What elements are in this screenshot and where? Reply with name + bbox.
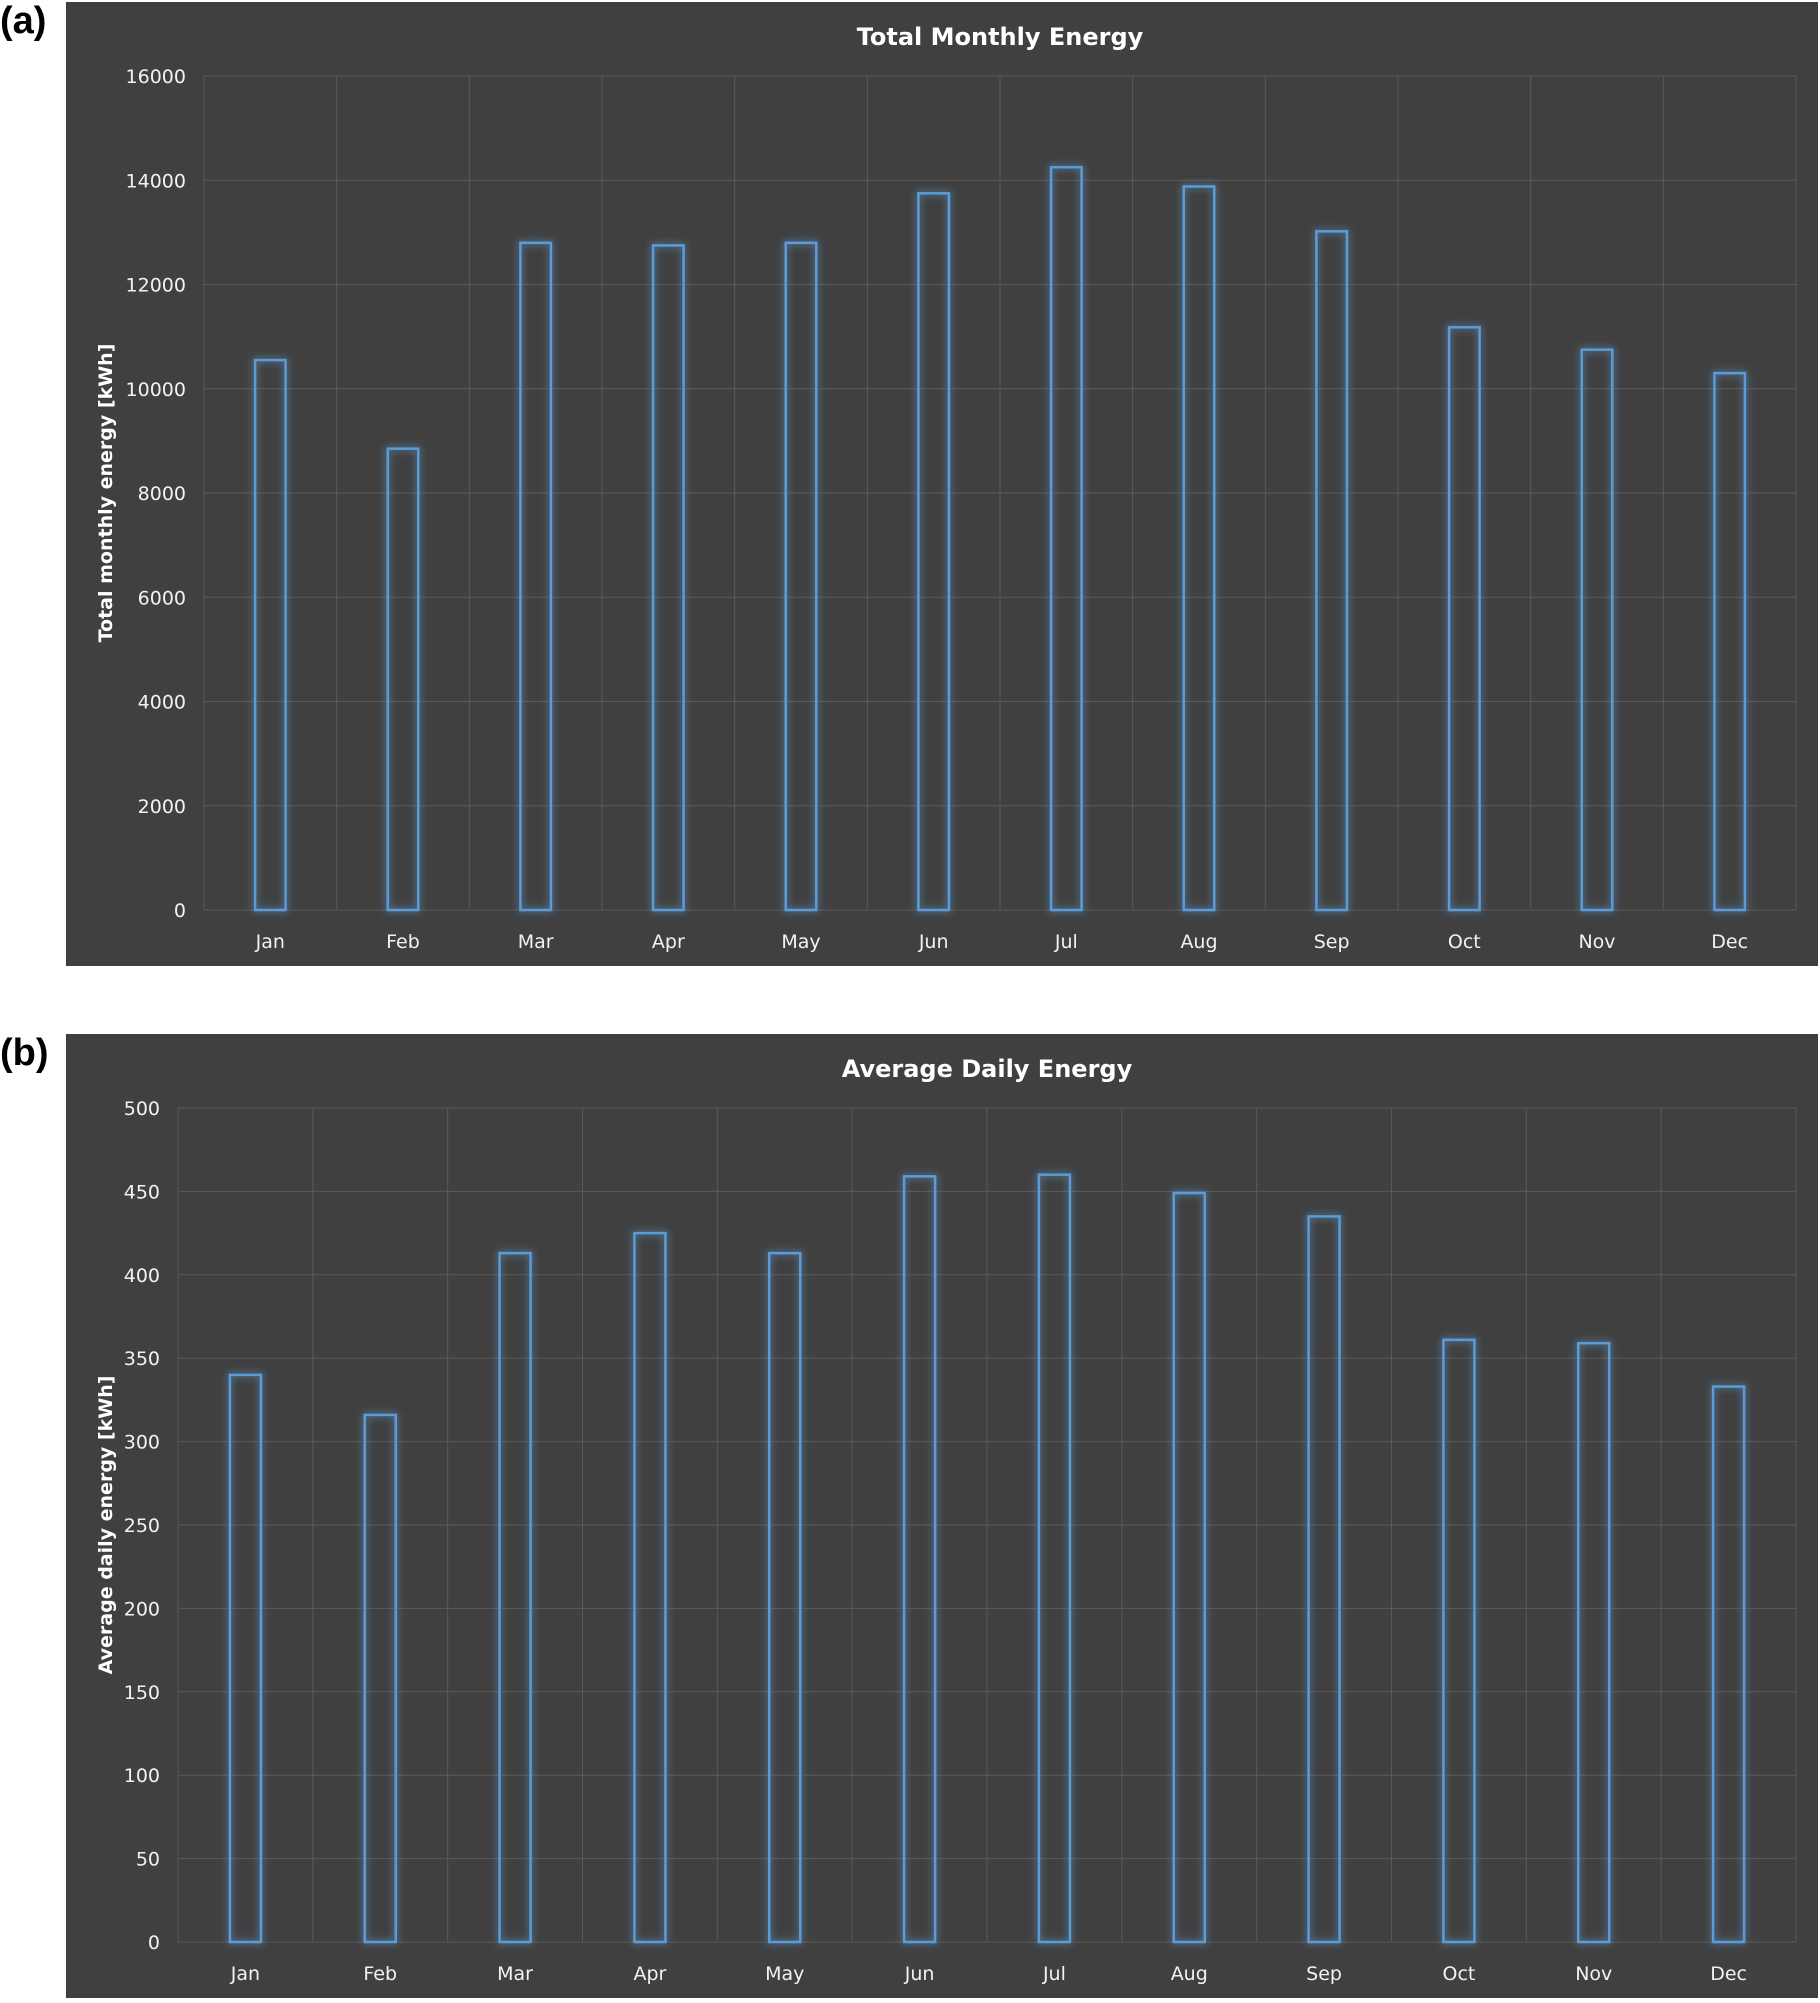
bar-mar [498,1251,532,1944]
chart-title: Average Daily Energy [842,1055,1133,1083]
x-tick-label: Mar [518,931,554,953]
x-tick-label: Jan [230,1963,260,1985]
y-tick-label: 50 [136,1849,160,1871]
chart-title: Total Monthly Energy [857,23,1144,51]
x-tick-label: Nov [1578,931,1615,953]
x-tick-label: Apr [652,931,685,953]
y-tick-label: 400 [124,1265,160,1287]
y-tick-label: 500 [124,1098,160,1120]
x-tick-label: May [765,1963,804,1985]
bar-sep [1315,230,1349,912]
x-tick-label: Dec [1710,1963,1747,1985]
bar-may [767,1251,802,1944]
x-tick-label: Jul [1042,1963,1066,1985]
bar-jul [1037,1173,1072,1944]
total-monthly-energy-chart: Total Monthly Energy Total monthly energy… [95,23,1797,953]
bar-nov [1580,348,1614,912]
y-tick-label: 12000 [126,275,186,297]
x-tick-label: May [781,931,820,953]
y-tick-label: 16000 [126,66,186,88]
bar-oct [1447,325,1481,912]
bar-dec [1711,1385,1746,1944]
chart-panel-a: Total Monthly Energy Total monthly energy… [66,2,1818,966]
y-tick-label: 0 [174,900,186,922]
bar-aug [1172,1191,1207,1944]
bar-sep [1307,1215,1341,1944]
panel-label-a: (a) [0,0,47,42]
bar-mar [519,241,553,912]
y-tick-label: 100 [124,1765,160,1787]
bar-jun [902,1175,937,1944]
x-tick-label: Jan [255,931,285,953]
x-tick-label: Aug [1171,1963,1208,1985]
bar-may [784,241,818,912]
bar-nov [1576,1341,1611,1944]
bar-jun [917,192,951,912]
y-tick-label: 350 [124,1348,160,1370]
average-daily-energy-chart: Average Daily Energy Average daily energy… [95,1055,1797,1985]
y-axis-label: Average daily energy [kWh] [95,1376,117,1675]
bar-jan [228,1373,263,1944]
x-tick-label: Nov [1575,1963,1612,1985]
y-axis-label: Total monthly energy [kWh] [95,344,117,643]
bar-feb [363,1413,398,1944]
x-tick-label: Feb [386,931,420,953]
y-tick-label: 0 [148,1932,160,1954]
x-tick-label: Dec [1711,931,1748,953]
y-tick-label: 250 [124,1515,160,1537]
x-tick-label: Apr [633,1963,666,1985]
bar-jul [1049,165,1083,912]
y-tick-label: 150 [124,1682,160,1704]
x-tick-label: Oct [1442,1963,1475,1985]
bar-jan [253,358,287,912]
y-tick-label: 6000 [138,587,186,609]
x-tick-label: Jun [918,931,949,953]
bar-dec [1713,371,1747,912]
x-tick-label: Jun [904,1963,935,1985]
bar-oct [1442,1338,1476,1944]
y-tick-label: 8000 [138,483,186,505]
x-tick-label: Aug [1180,931,1217,953]
x-tick-label: Mar [497,1963,533,1985]
bar-apr [651,244,685,912]
x-tick-label: Feb [363,1963,397,1985]
y-tick-label: 10000 [126,379,186,401]
x-tick-label: Sep [1314,931,1350,953]
x-tick-label: Oct [1448,931,1481,953]
y-tick-label: 4000 [138,692,186,714]
bar-apr [633,1231,667,1944]
y-tick-label: 14000 [126,170,186,192]
y-tick-label: 300 [124,1432,160,1454]
bar-feb [386,447,420,912]
y-tick-label: 200 [124,1598,160,1620]
panel-label-b: (b) [0,1032,49,1074]
x-tick-label: Sep [1306,1963,1342,1985]
bar-aug [1182,185,1216,912]
y-tick-label: 450 [124,1181,160,1203]
chart-panel-b: Average Daily Energy Average daily energy… [66,1034,1818,1998]
x-tick-label: Jul [1054,931,1078,953]
y-tick-label: 2000 [138,796,186,818]
